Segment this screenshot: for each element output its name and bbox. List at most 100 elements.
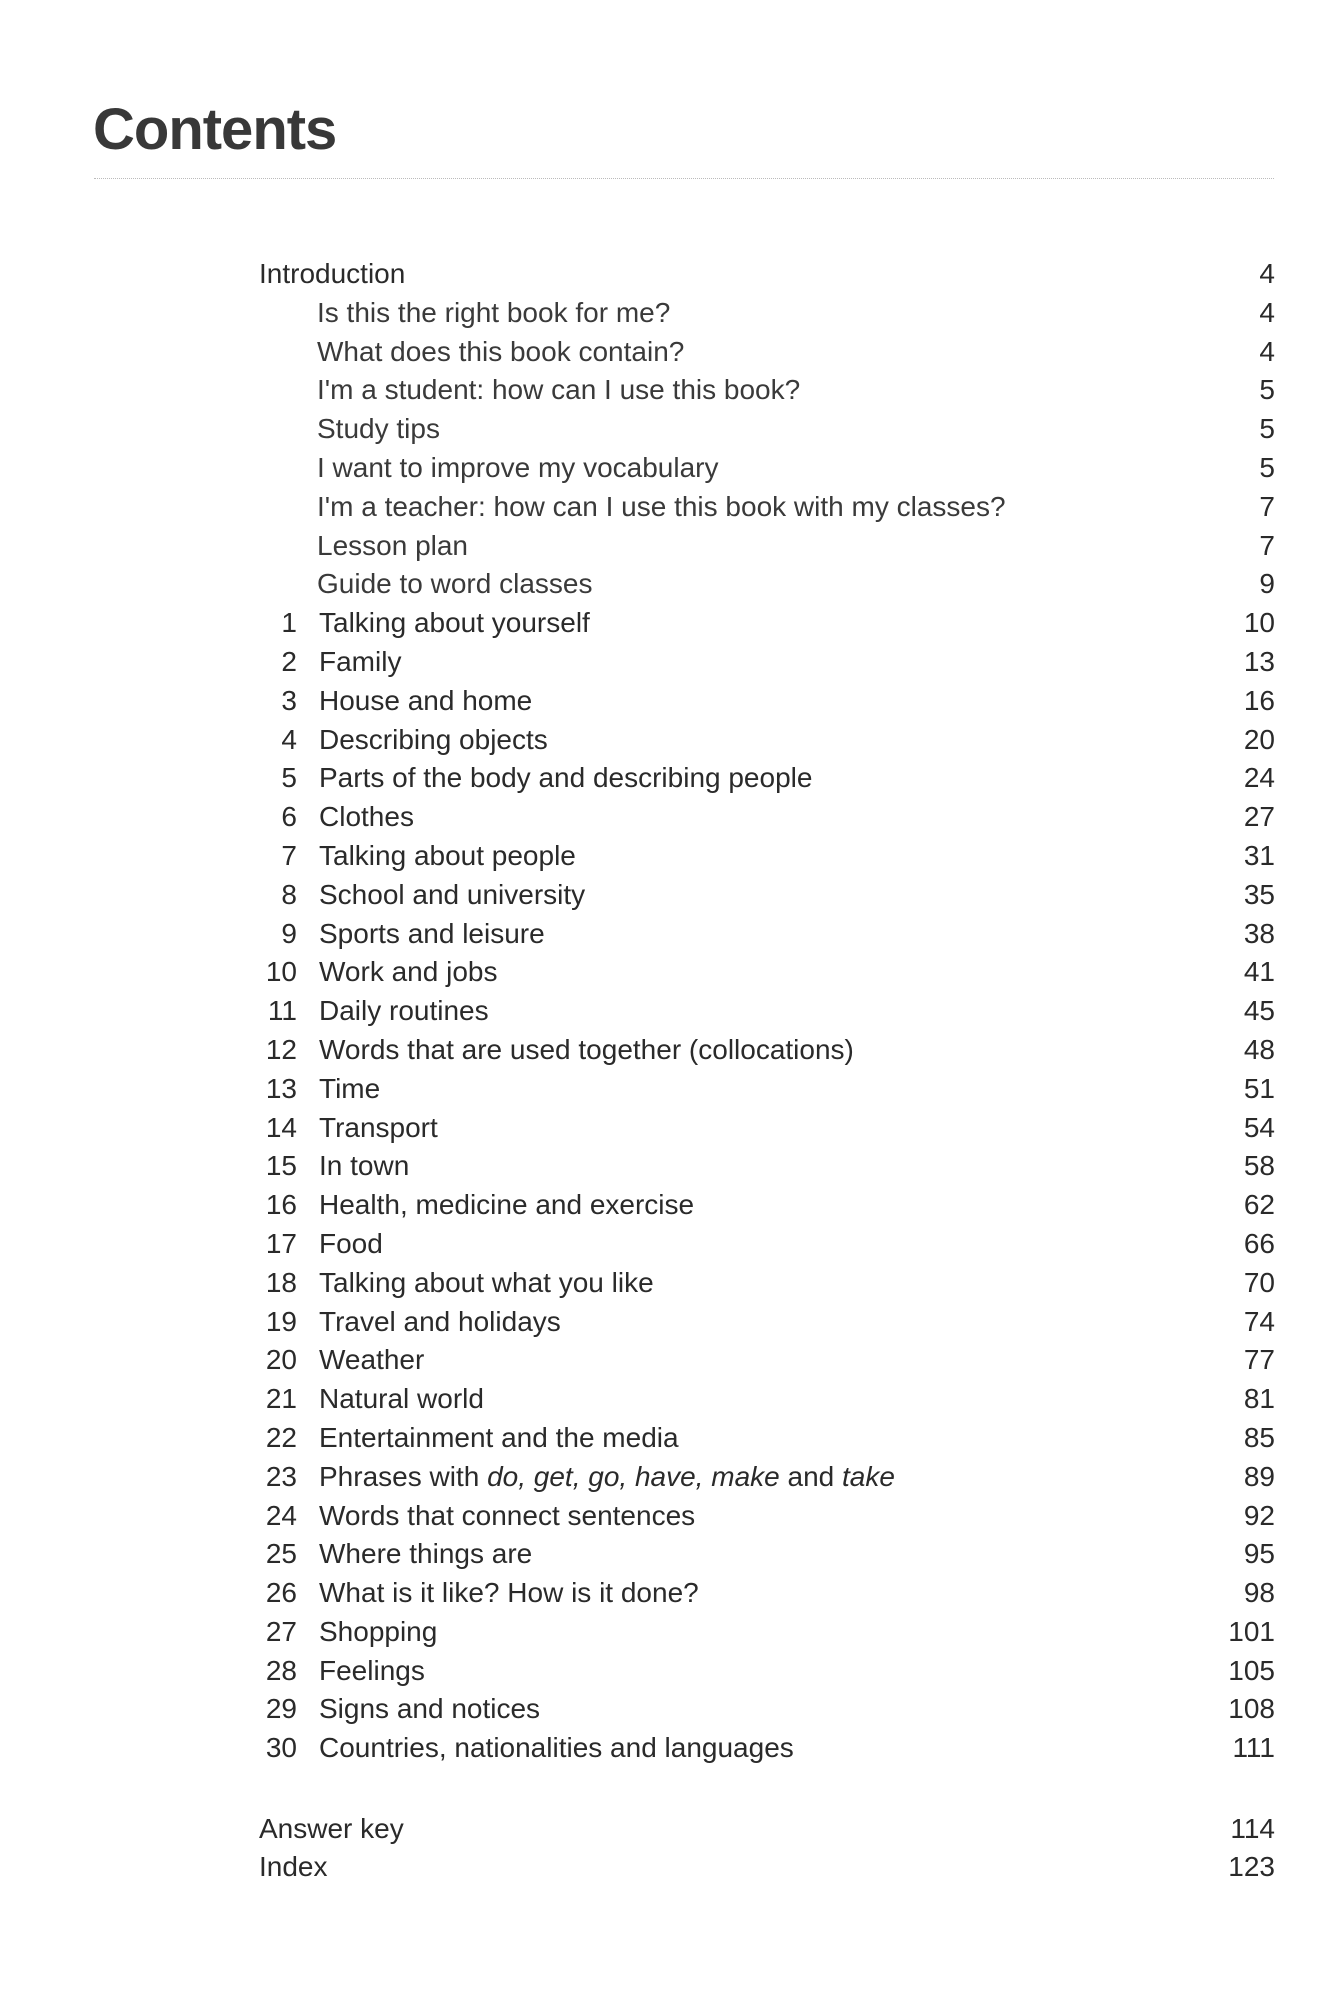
entry-title: Weather <box>319 1344 425 1376</box>
toc-entry-unit[interactable]: 30 Countries, nationalities and languages… <box>259 1729 1275 1768</box>
entry-title: School and university <box>319 878 586 910</box>
toc-entry-unit[interactable]: 13 Time 51 <box>259 1070 1275 1109</box>
toc-entry-unit[interactable]: 1 Talking about yourself 10 <box>259 604 1275 643</box>
entry-page: 51 <box>1243 1072 1275 1104</box>
toc-entry-intro-item[interactable]: I want to improve my vocabulary 5 <box>259 449 1275 488</box>
toc-entry-unit[interactable]: 21 Natural world 81 <box>259 1380 1275 1419</box>
toc-entry-unit[interactable]: 11 Daily routines 45 <box>259 992 1275 1031</box>
toc-entry-unit[interactable]: 23 Phrases with do, get, go, have, make a… <box>259 1458 1275 1497</box>
entry-title: Daily routines <box>319 995 489 1027</box>
entry-title: Work and jobs <box>319 956 498 988</box>
entry-title: Study tips <box>317 413 440 445</box>
entry-title: Family <box>319 645 402 677</box>
entry-page: 20 <box>1243 723 1275 755</box>
toc-entry-intro-item[interactable]: Study tips 5 <box>259 410 1275 449</box>
entry-title: What is it like? How is it done? <box>319 1577 699 1609</box>
unit-number: 24 <box>265 1499 297 1531</box>
entry-title: Talking about what you like <box>319 1266 654 1298</box>
entry-page: 7 <box>1259 490 1275 522</box>
toc-entry-unit[interactable]: 2 Family 13 <box>259 643 1275 682</box>
entry-page: 101 <box>1228 1615 1275 1647</box>
unit-number: 11 <box>267 995 297 1027</box>
toc-entry-unit[interactable]: 27 Shopping 101 <box>259 1613 1275 1652</box>
toc-entry-unit[interactable]: 7 Talking about people 31 <box>259 837 1275 876</box>
toc-entry-unit[interactable]: 17 Food 66 <box>259 1225 1275 1264</box>
unit-number: 17 <box>265 1227 297 1259</box>
toc-entry-intro-item[interactable]: Is this the right book for me? 4 <box>259 294 1275 333</box>
toc-entry-unit[interactable]: 5 Parts of the body and describing people… <box>259 759 1275 798</box>
entry-title: Talking about yourself <box>319 607 590 639</box>
unit-number: 15 <box>265 1150 297 1182</box>
unit-number: 18 <box>265 1266 297 1298</box>
toc-entry-back-matter[interactable]: Index 123 <box>259 1848 1275 1887</box>
entry-title: Parts of the body and describing people <box>319 762 813 794</box>
toc-entry-unit[interactable]: 8 School and university 35 <box>259 876 1275 915</box>
toc-entry-unit[interactable]: 10 Work and jobs 41 <box>259 953 1275 992</box>
unit-number: 29 <box>265 1693 297 1725</box>
entry-title: Time <box>319 1072 381 1104</box>
toc-entry-unit[interactable]: 20 Weather 77 <box>259 1341 1275 1380</box>
toc-entry-unit[interactable]: 6 Clothes 27 <box>259 798 1275 837</box>
entry-title: Words that connect sentences <box>319 1499 696 1531</box>
toc-entry-unit[interactable]: 28 Feelings 105 <box>259 1652 1275 1691</box>
toc-entry-unit[interactable]: 18 Talking about what you like 70 <box>259 1264 1275 1303</box>
unit-number: 8 <box>281 878 297 910</box>
toc-entry-unit[interactable]: 4 Describing objects 20 <box>259 721 1275 760</box>
toc-entry-unit[interactable]: 29 Signs and notices 108 <box>259 1690 1275 1729</box>
toc-entry-unit[interactable]: 3 House and home 16 <box>259 682 1275 721</box>
entry-title: Sports and leisure <box>319 917 545 949</box>
entry-title: Travel and holidays <box>319 1305 561 1337</box>
entry-title: Clothes <box>319 801 414 833</box>
entry-page: 98 <box>1243 1577 1275 1609</box>
toc-entry-intro-item[interactable]: What does this book contain? 4 <box>259 333 1275 372</box>
toc-entry-intro-item[interactable]: Guide to word classes 9 <box>259 565 1275 604</box>
toc-entry-intro-item[interactable]: Lesson plan 7 <box>259 527 1275 566</box>
unit-number: 5 <box>281 762 297 794</box>
unit-number: 25 <box>265 1538 297 1570</box>
toc-entry-unit[interactable]: 12 Words that are used together (collocat… <box>259 1031 1275 1070</box>
entry-title: Answer key <box>259 1812 404 1844</box>
toc-entry-unit[interactable]: 19 Travel and holidays 74 <box>259 1303 1275 1342</box>
entry-page: 27 <box>1243 801 1275 833</box>
toc-entry-unit[interactable]: 14 Transport 54 <box>259 1109 1275 1148</box>
entry-title: Shopping <box>319 1615 438 1647</box>
entry-page: 9 <box>1259 568 1275 600</box>
entry-title: I'm a teacher: how can I use this book w… <box>317 490 1006 522</box>
entry-page: 105 <box>1228 1654 1275 1686</box>
toc-entry-unit[interactable]: 9 Sports and leisure 38 <box>259 915 1275 954</box>
toc-entry-unit[interactable]: 22 Entertainment and the media 85 <box>259 1419 1275 1458</box>
entry-page: 58 <box>1243 1150 1275 1182</box>
toc-entry-introduction[interactable]: Introduction 4 <box>259 255 1275 294</box>
toc-entry-unit[interactable]: 25 Where things are 95 <box>259 1535 1275 1574</box>
entry-title: Is this the right book for me? <box>317 296 671 328</box>
entry-page: 54 <box>1243 1111 1275 1143</box>
entry-page: 89 <box>1243 1460 1275 1492</box>
unit-number: 2 <box>281 645 297 677</box>
toc-entry-unit[interactable]: 26 What is it like? How is it done? 98 <box>259 1574 1275 1613</box>
entry-title: In town <box>319 1150 410 1182</box>
toc-entry-back-matter[interactable]: Answer key 114 <box>259 1810 1275 1849</box>
toc-entry-intro-item[interactable]: I'm a teacher: how can I use this book w… <box>259 488 1275 527</box>
unit-number: 20 <box>265 1344 297 1376</box>
entry-page: 48 <box>1243 1033 1275 1065</box>
toc-entry-intro-item[interactable]: I'm a student: how can I use this book? 5 <box>259 371 1275 410</box>
entry-page: 114 <box>1230 1812 1275 1844</box>
entry-title: Talking about people <box>319 839 576 871</box>
table-of-contents: Introduction 4 Is this the right book fo… <box>259 255 1275 1887</box>
entry-page: 85 <box>1243 1421 1275 1453</box>
toc-entry-unit[interactable]: 16 Health, medicine and exercise 62 <box>259 1186 1275 1225</box>
toc-entry-unit[interactable]: 15 In town 58 <box>259 1147 1275 1186</box>
entry-page: 108 <box>1228 1693 1275 1725</box>
toc-entry-unit[interactable]: 24 Words that connect sentences 92 <box>259 1497 1275 1536</box>
entry-page: 13 <box>1243 645 1275 677</box>
entry-title: Entertainment and the media <box>319 1421 679 1453</box>
entry-page: 5 <box>1259 413 1275 445</box>
entry-page: 66 <box>1243 1227 1275 1259</box>
entry-page: 70 <box>1243 1266 1275 1298</box>
entry-title: Lesson plan <box>317 529 469 561</box>
entry-title: Describing objects <box>319 723 548 755</box>
unit-number: 12 <box>265 1033 297 1065</box>
entry-page: 77 <box>1243 1344 1275 1376</box>
entry-title: Words that are used together (collocatio… <box>319 1033 854 1065</box>
unit-number: 30 <box>265 1732 297 1764</box>
